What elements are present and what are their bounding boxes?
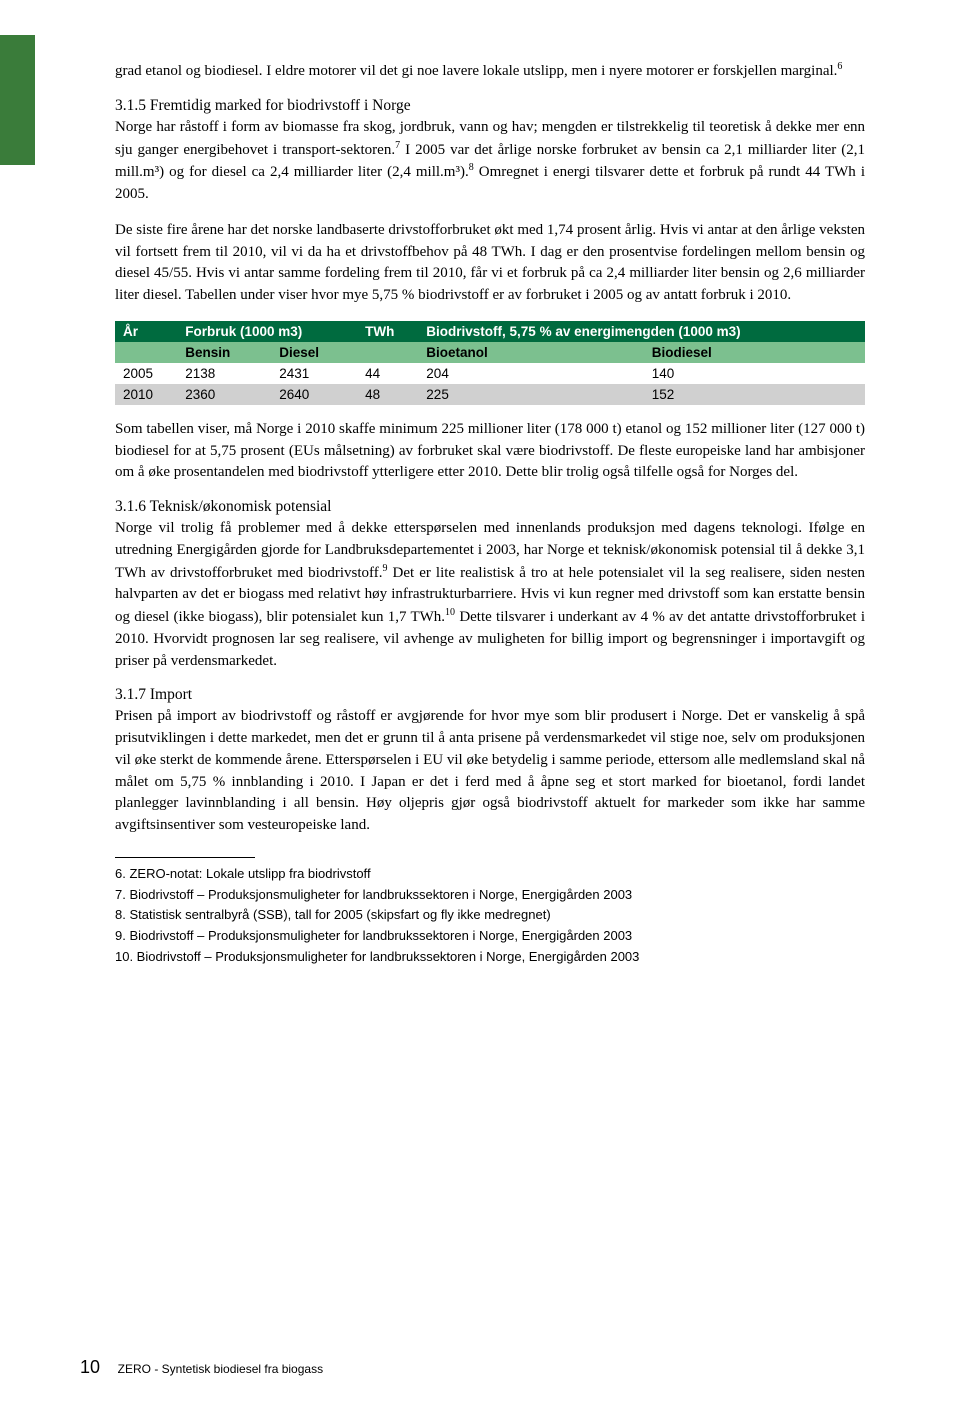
footer-title: ZERO - Syntetisk biodiesel fra biogass [118, 1362, 323, 1376]
th2-empty1 [115, 342, 177, 363]
table-header-2: Bensin Diesel Bioetanol Biodiesel [115, 342, 865, 363]
cell: 2431 [271, 363, 357, 384]
paragraph-317: Prisen på import av biodrivstoff og råst… [115, 706, 865, 837]
heading-317: 3.1.7 Import [115, 686, 865, 704]
footnote-7: 7. Biodrivstoff – Produksjonsmuligheter … [115, 885, 865, 906]
green-side-bar [0, 35, 35, 165]
th-twh: TWh [357, 321, 418, 342]
paragraph-315b: De siste fire årene har det norske landb… [115, 220, 865, 307]
footnote-6: 6. ZERO-notat: Lokale utslipp fra biodri… [115, 864, 865, 885]
consumption-table: År Forbruk (1000 m3) TWh Biodrivstoff, 5… [115, 321, 865, 405]
heading-316: 3.1.6 Teknisk/økonomisk potensial [115, 498, 865, 516]
heading-315: 3.1.5 Fremtidig marked for biodrivstoff … [115, 97, 865, 115]
footnote-8: 8. Statistisk sentralbyrå (SSB), tall fo… [115, 905, 865, 926]
para1-text: grad etanol og biodiesel. I eldre motore… [115, 63, 837, 79]
cell: 204 [418, 363, 643, 384]
th2-bensin: Bensin [177, 342, 271, 363]
cell: 152 [644, 384, 865, 405]
page-number: 10 [80, 1357, 100, 1377]
cell: 140 [644, 363, 865, 384]
cell: 44 [357, 363, 418, 384]
th-year: År [115, 321, 177, 342]
cell: 2005 [115, 363, 177, 384]
cell: 2360 [177, 384, 271, 405]
table-row: 2010 2360 2640 48 225 152 [115, 384, 865, 405]
paragraph-after-table: Som tabellen viser, må Norge i 2010 skaf… [115, 419, 865, 484]
sup-6: 6 [837, 61, 842, 72]
sup-10: 10 [445, 607, 455, 618]
th2-bioetanol: Bioetanol [418, 342, 643, 363]
th-forbruk: Forbruk (1000 m3) [177, 321, 357, 342]
th2-empty2 [357, 342, 418, 363]
footnote-10: 10. Biodrivstoff – Produksjonsmuligheter… [115, 947, 865, 968]
cell: 2010 [115, 384, 177, 405]
th2-biodiesel: Biodiesel [644, 342, 865, 363]
footnote-9: 9. Biodrivstoff – Produksjonsmuligheter … [115, 926, 865, 947]
th-bio: Biodrivstoff, 5,75 % av energimengden (1… [418, 321, 865, 342]
paragraph-intro: grad etanol og biodiesel. I eldre motore… [115, 60, 865, 83]
page-footer: 10 ZERO - Syntetisk biodiesel fra biogas… [80, 1357, 323, 1378]
cell: 48 [357, 384, 418, 405]
th2-diesel: Diesel [271, 342, 357, 363]
cell: 2138 [177, 363, 271, 384]
paragraph-316: Norge vil trolig få problemer med å dekk… [115, 518, 865, 672]
table-row: 2005 2138 2431 44 204 140 [115, 363, 865, 384]
paragraph-315a: Norge har råstoff i form av biomasse fra… [115, 117, 865, 206]
footnote-rule [115, 857, 255, 864]
cell: 2640 [271, 384, 357, 405]
cell: 225 [418, 384, 643, 405]
table-header-1: År Forbruk (1000 m3) TWh Biodrivstoff, 5… [115, 321, 865, 342]
